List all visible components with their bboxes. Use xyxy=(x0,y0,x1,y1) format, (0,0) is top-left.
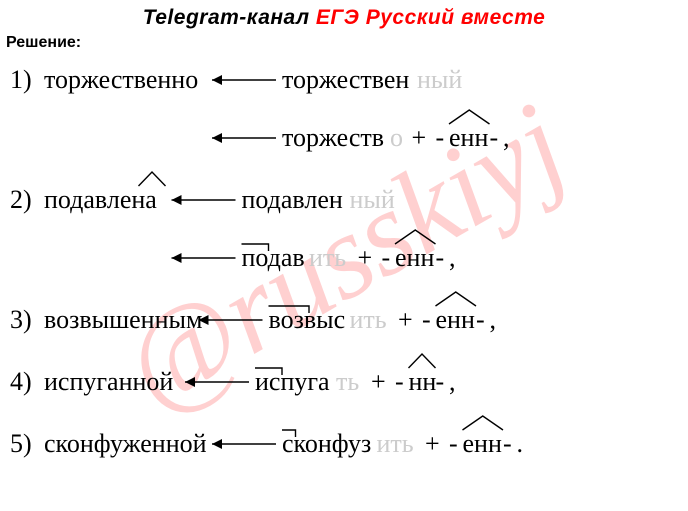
dash: - xyxy=(395,367,404,396)
dash: - xyxy=(449,429,458,458)
header-part-2: -канал xyxy=(239,6,316,29)
tail-punct: . xyxy=(517,429,524,458)
row-index: 1) xyxy=(10,65,32,94)
derivation-arrow xyxy=(172,195,236,205)
source-word: торжественный xyxy=(282,65,462,94)
header-part-1: Telegram xyxy=(143,6,240,29)
derived-word: испуганной xyxy=(44,367,173,396)
row-index: 3) xyxy=(10,305,32,334)
section-title: Решение: xyxy=(0,30,688,52)
root-word: подавить xyxy=(242,243,347,272)
tail-punct: , xyxy=(503,123,510,152)
derived-word: возвышенным xyxy=(44,305,202,334)
diagram-svg: 1)торжественноторжественныйторжество+-ен… xyxy=(0,52,688,507)
plus-sign: + xyxy=(358,243,373,272)
plus-sign: + xyxy=(371,367,386,396)
source-word: сконфузить xyxy=(282,429,414,458)
suffix-morpheme: енн xyxy=(436,305,475,334)
row-index: 2) xyxy=(10,185,32,214)
suffix-morpheme: енн xyxy=(463,429,502,458)
plus-sign: + xyxy=(412,123,427,152)
page-header: Telegram-канал ЕГЭ Русский вместе xyxy=(0,0,688,30)
dash: - xyxy=(382,243,391,272)
suffix-morpheme: нн xyxy=(409,367,437,396)
source-word: возвысить xyxy=(269,305,387,334)
dash: - xyxy=(422,305,431,334)
header-part-red: ЕГЭ Русский вместе xyxy=(316,6,545,29)
source-word: подавленный xyxy=(242,185,395,214)
plus-sign: + xyxy=(425,429,440,458)
dash: - xyxy=(436,243,445,272)
dash: - xyxy=(490,123,499,152)
derivation-arrow xyxy=(172,253,236,263)
dash: - xyxy=(476,305,485,334)
dash: - xyxy=(503,429,512,458)
suffix-mark-icon xyxy=(409,354,436,368)
derived-word: сконфуженной xyxy=(44,429,207,458)
row-index: 4) xyxy=(10,367,32,396)
plus-sign: + xyxy=(398,305,413,334)
suffix-morpheme: енн xyxy=(395,243,434,272)
root-word: торжество xyxy=(282,123,403,152)
dash: - xyxy=(436,123,445,152)
derived-word: подавлена xyxy=(44,185,157,214)
tail-punct: , xyxy=(490,305,497,334)
tail-punct: , xyxy=(449,367,456,396)
suffix-mark-icon xyxy=(395,230,436,244)
source-word: испугать xyxy=(255,367,359,396)
derivation-arrow xyxy=(212,75,276,85)
derivation-diagram: 1)торжественноторжественныйторжество+-ен… xyxy=(0,52,688,507)
suffix-mark-icon xyxy=(449,110,490,124)
suffix-morpheme: енн xyxy=(449,123,488,152)
dash: - xyxy=(436,367,445,396)
derivation-arrow xyxy=(212,439,276,449)
derived-word: торжественно xyxy=(44,65,198,94)
derivation-arrow xyxy=(199,315,263,325)
row-index: 5) xyxy=(10,429,32,458)
suffix-mark-icon xyxy=(436,292,477,306)
derivation-arrow xyxy=(212,133,276,143)
suffix-mark-icon xyxy=(463,416,504,430)
derivation-arrow xyxy=(185,377,249,387)
tail-punct: , xyxy=(449,243,456,272)
suffix-mark-icon xyxy=(139,172,166,186)
